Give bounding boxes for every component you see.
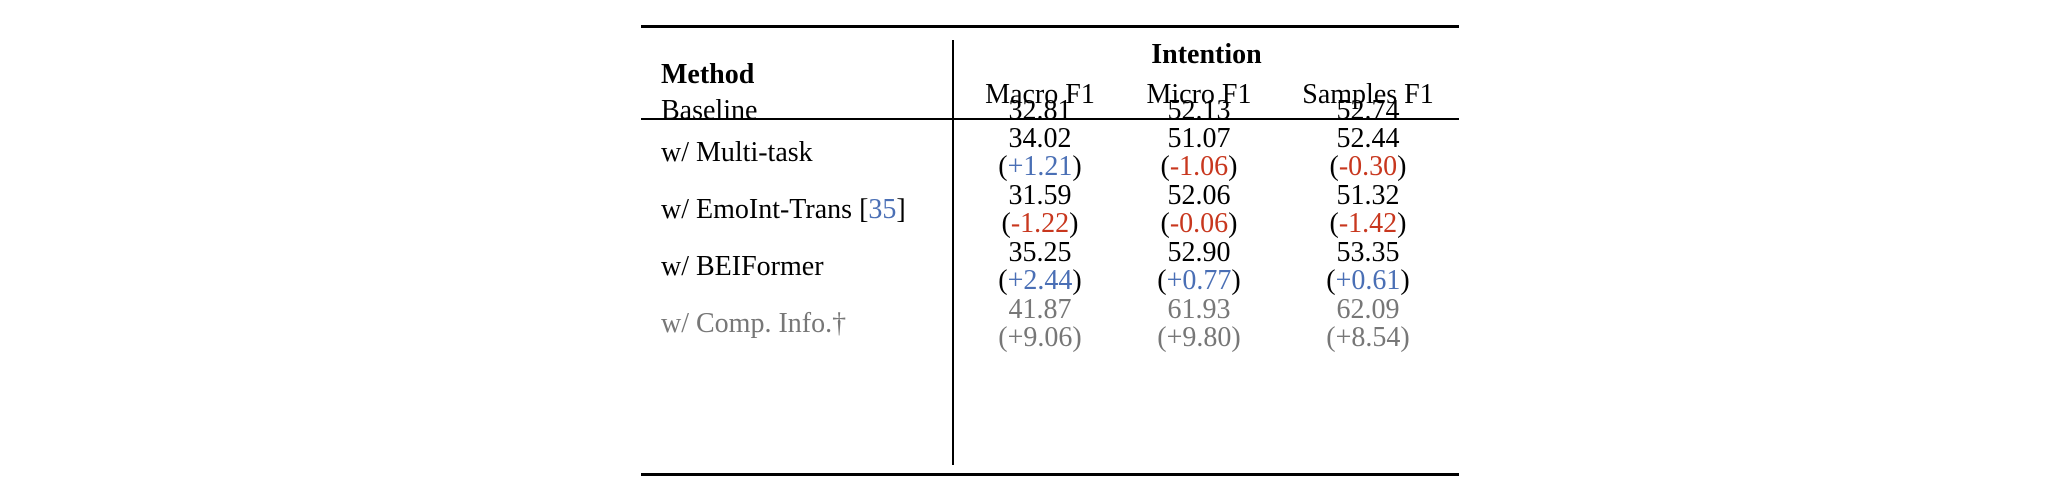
intention-header: Intention <box>1151 39 1262 70</box>
value-macro-f1: 32.81 <box>1008 95 1072 126</box>
value-macro-f1: 35.25 <box>1008 237 1072 268</box>
delta-macro-f1: (+9.06) <box>998 322 1082 353</box>
top-rule <box>641 25 1459 28</box>
delta-macro-f1: (-1.22) <box>1001 208 1079 239</box>
row-label: w/ Comp. Info.† <box>661 308 846 340</box>
value-samples-f1: 53.35 <box>1336 237 1400 268</box>
delta-value: +0.77 <box>1166 265 1232 296</box>
delta-value: +1.21 <box>1007 151 1073 182</box>
value-samples-f1: 52.44 <box>1336 123 1400 154</box>
delta-value: +9.80 <box>1166 322 1232 353</box>
delta-value: +2.44 <box>1007 265 1073 296</box>
delta-micro-f1: (-0.06) <box>1160 208 1238 239</box>
row-label: w/ EmoInt-Trans [35] <box>661 194 906 225</box>
delta-samples-f1: (-0.30) <box>1329 151 1407 182</box>
results-table: Method Intention Macro F1 Micro F1 Sampl… <box>641 25 1459 476</box>
value-macro-f1: 41.87 <box>1008 294 1072 325</box>
delta-micro-f1: (+0.77) <box>1157 265 1241 296</box>
value-samples-f1: 62.09 <box>1336 294 1400 325</box>
method-name: w/ Comp. Info.† <box>661 308 847 339</box>
delta-value: -1.06 <box>1169 151 1229 182</box>
value-macro-f1: 31.59 <box>1008 180 1072 211</box>
delta-micro-f1: (-1.06) <box>1160 151 1238 182</box>
method-name: Baseline <box>661 95 758 126</box>
delta-value: -1.22 <box>1010 208 1070 239</box>
method-header: Method <box>661 59 755 90</box>
delta-macro-f1: (+1.21) <box>998 151 1082 182</box>
row-label: w/ BEIFormer <box>661 251 824 283</box>
citation-link[interactable]: 35 <box>868 194 897 225</box>
delta-value: +8.54 <box>1335 322 1401 353</box>
header-rule <box>641 118 1459 120</box>
delta-value: +9.06 <box>1007 322 1073 353</box>
row-label: Baseline <box>661 95 757 127</box>
value-micro-f1: 52.13 <box>1167 95 1231 126</box>
col-header-macro-f1: Macro F1 <box>985 79 1095 110</box>
delta-micro-f1: (+9.80) <box>1157 322 1241 353</box>
delta-samples-f1: (+0.61) <box>1326 265 1410 296</box>
delta-value: -0.06 <box>1169 208 1229 239</box>
col-header-micro-f1: Micro F1 <box>1146 79 1252 110</box>
delta-value: +0.61 <box>1335 265 1401 296</box>
row-label: w/ Multi-task <box>661 137 813 169</box>
value-micro-f1: 51.07 <box>1167 123 1231 154</box>
method-name: w/ EmoInt-Trans <box>661 194 853 225</box>
value-samples-f1: 52.74 <box>1336 95 1400 126</box>
delta-samples-f1: (-1.42) <box>1329 208 1407 239</box>
method-name: w/ Multi-task <box>661 137 813 168</box>
delta-value: -0.30 <box>1338 151 1398 182</box>
delta-value: -1.42 <box>1338 208 1398 239</box>
value-micro-f1: 52.90 <box>1167 237 1231 268</box>
delta-samples-f1: (+8.54) <box>1326 322 1410 353</box>
delta-macro-f1: (+2.44) <box>998 265 1082 296</box>
column-divider <box>952 40 954 465</box>
value-micro-f1: 52.06 <box>1167 180 1231 211</box>
value-micro-f1: 61.93 <box>1167 294 1231 325</box>
method-name: w/ BEIFormer <box>661 251 824 282</box>
value-samples-f1: 51.32 <box>1336 180 1400 211</box>
value-macro-f1: 34.02 <box>1008 123 1072 154</box>
bottom-rule <box>641 473 1459 476</box>
col-header-samples-f1: Samples F1 <box>1302 79 1434 110</box>
